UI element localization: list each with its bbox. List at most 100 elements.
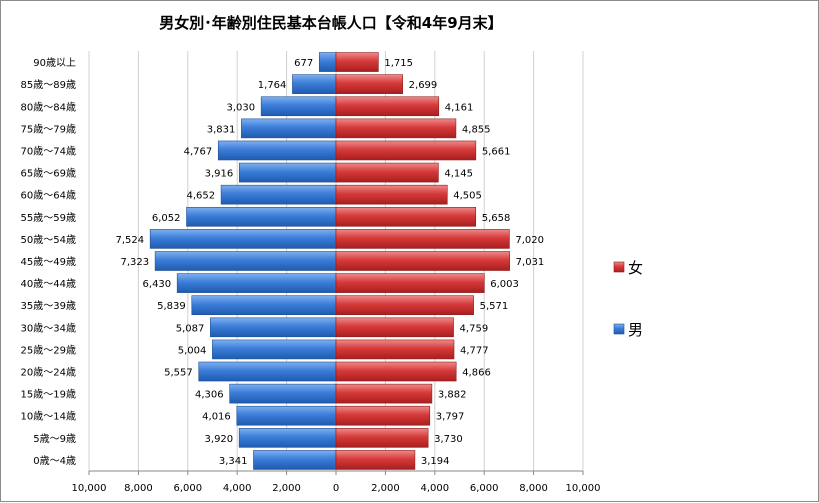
x-tick-label: 4,000 [223,483,252,494]
bar-female [335,383,433,404]
bar-female [335,361,457,382]
age-category-label: 90歳以上 [33,57,76,69]
bar-male [238,162,337,183]
bar-female [335,317,454,338]
age-category-label: 25歳～29歳 [21,344,76,356]
value-label-female: 3,882 [438,390,467,401]
bar-male [198,361,337,382]
value-label-male: 5,004 [178,345,207,356]
bar-female [335,428,429,448]
grid-layer: 10,000 8,000 6,000 4,000 2,000 0 2,000 4,000 6,0… [72,51,601,494]
bar-female [335,251,510,271]
bar-male [217,140,337,161]
bar-male [241,118,337,139]
value-label-female: 4,145 [444,169,473,180]
value-label-male: 7,524 [116,235,145,246]
age-category-label: 5歳～9歳 [33,433,76,445]
age-category-label: 40歳～44歳 [21,278,76,290]
x-tick-label: 4,000 [420,483,449,494]
value-label-male: 3,341 [219,456,248,467]
bar-female [335,118,457,139]
value-label-female: 4,855 [462,124,491,135]
value-label-male: 5,557 [164,368,193,379]
value-label-male: 4,306 [195,390,224,401]
bar-layer [149,52,510,470]
bar-male [191,295,337,316]
bar-female [335,96,440,117]
bar-female [335,184,448,205]
age-category-label: 35歳～39歳 [21,300,76,312]
age-category-label: 20歳～24歳 [21,367,76,379]
value-label-female: 4,161 [445,102,474,113]
value-label-male: 5,087 [176,323,205,334]
legend-swatch [613,261,625,273]
value-label-female: 5,571 [480,301,509,312]
bar-female [335,162,439,183]
age-category-label: 15歳～19歳 [21,389,76,401]
x-tick-label: 10,000 [72,483,107,494]
x-tick-label: 2,000 [272,483,301,494]
value-label-female: 7,020 [515,235,544,246]
chart-title: 男女別･年齢別住民基本台帳人口【令和4年9月末】 [159,14,502,32]
value-label-male: 4,016 [202,412,231,423]
value-label-male: 4,652 [186,191,215,202]
value-label-female: 2,699 [409,80,438,91]
bar-male [292,74,337,94]
bar-female [335,450,416,470]
age-category-label: 65歳～69歳 [21,168,76,180]
bar-female [335,339,455,360]
value-label-female: 6,003 [490,279,519,290]
age-category-label: 50歳～54歳 [21,234,76,246]
x-tick-label: 2,000 [371,483,400,494]
value-label-male: 5,839 [157,301,186,312]
x-tick-label: 6,000 [173,483,202,494]
value-label-female: 1,715 [384,58,413,69]
bar-female [335,405,431,426]
bar-female [335,273,485,293]
legend: 女男 [613,259,643,339]
bar-female [335,52,379,72]
bar-male [236,405,337,426]
value-label-male: 4,767 [184,146,213,157]
bar-male [238,428,337,448]
bar-female [335,295,474,316]
bar-male [260,96,337,117]
value-label-male: 6,052 [152,213,181,224]
x-tick-label: 6,000 [470,483,499,494]
x-tick-label: 0 [333,483,339,494]
age-category-label: 75歳～79歳 [21,123,76,135]
legend-swatch [613,323,625,335]
bar-female [335,206,477,227]
x-tick-label: 10,000 [566,483,601,494]
x-tick-label: 8,000 [124,483,153,494]
x-tick-label: 8,000 [519,483,548,494]
age-category-label: 70歳～74歳 [21,145,76,157]
age-category-label: 60歳～64歳 [21,190,76,202]
value-label-female: 4,866 [462,368,491,379]
age-category-label: 30歳～34歳 [21,322,76,334]
value-label-female: 3,194 [421,456,450,467]
value-label-male: 677 [294,58,313,69]
value-label-male: 3,831 [207,124,236,135]
value-label-female: 3,730 [434,434,463,445]
legend-label: 男 [628,321,643,339]
value-label-male: 3,916 [205,169,234,180]
age-category-label: 80歳～84歳 [21,101,76,113]
age-category-label: 55歳～59歳 [21,212,76,224]
bar-male [176,273,337,293]
bar-male [210,317,337,338]
bar-male [220,184,337,205]
value-label-male: 6,430 [143,279,172,290]
bar-male [186,206,337,227]
age-category-label: 10歳～14歳 [21,411,76,423]
label-layer: 0歳～4歳 3,341 3,194 5歳～9歳 3,920 3,730 10歳～14歳 4,0… [21,57,545,467]
value-label-female: 5,658 [482,213,511,224]
value-label-female: 4,505 [453,191,482,202]
legend-label: 女 [628,259,643,277]
value-label-male: 3,920 [205,434,234,445]
bar-male [149,229,337,249]
bar-male [318,52,337,72]
value-label-female: 4,759 [460,323,489,334]
